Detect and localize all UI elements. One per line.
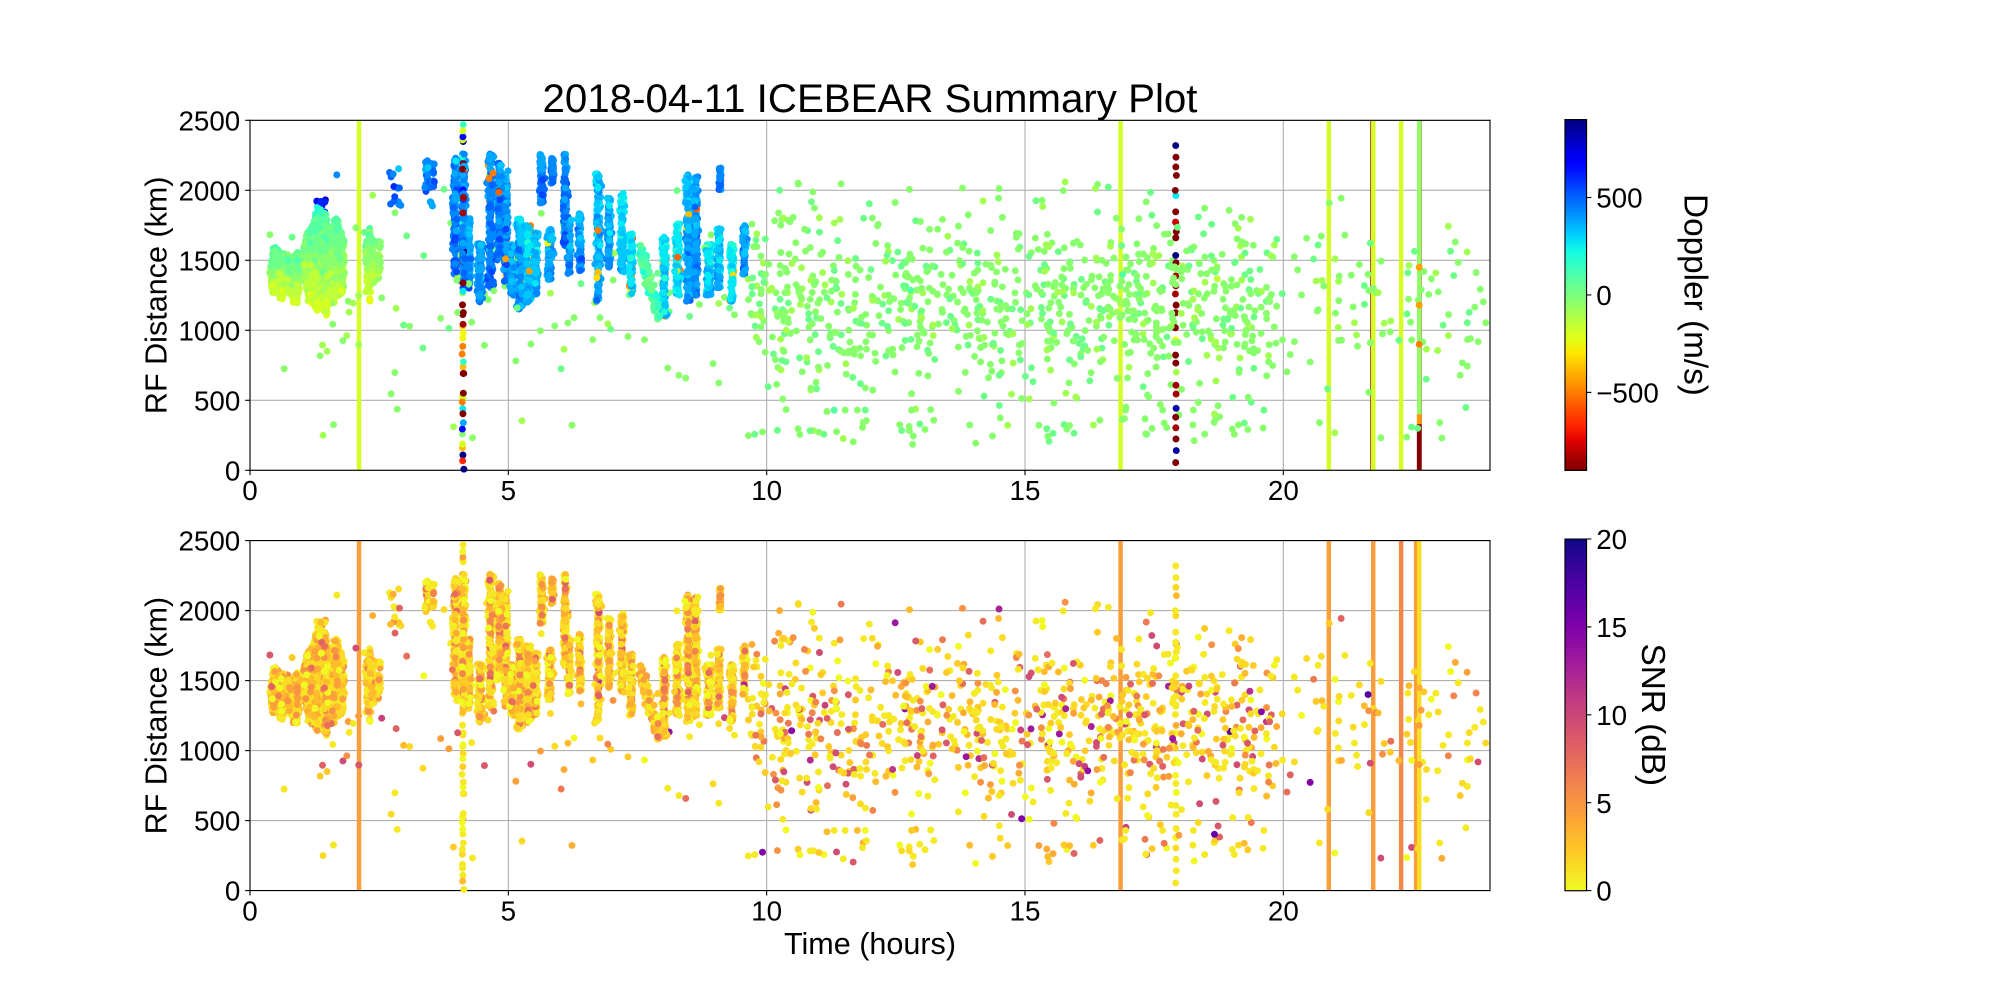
svg-text:0: 0 [225,876,240,907]
svg-text:1500: 1500 [178,245,240,276]
svg-text:1000: 1000 [178,315,240,346]
svg-text:0: 0 [1596,876,1611,907]
svg-text:2018-04-11 ICEBEAR Summary Plo: 2018-04-11 ICEBEAR Summary Plot [543,76,1198,121]
svg-text:5: 5 [501,895,516,926]
svg-text:1500: 1500 [178,666,240,697]
svg-text:500: 500 [194,385,240,416]
svg-text:2000: 2000 [178,175,240,206]
svg-text:15: 15 [1010,895,1041,926]
svg-text:20: 20 [1596,524,1627,555]
svg-text:Time (hours): Time (hours) [784,927,956,961]
svg-text:20: 20 [1268,475,1299,506]
svg-text:500: 500 [1596,183,1642,214]
svg-text:0: 0 [242,895,257,926]
svg-text:5: 5 [1596,788,1611,819]
svg-text:Doppler (m/s): Doppler (m/s) [1677,194,1714,396]
svg-text:2000: 2000 [178,596,240,627]
svg-text:10: 10 [751,895,782,926]
svg-text:1000: 1000 [178,736,240,767]
svg-text:2500: 2500 [178,526,240,557]
svg-text:SNR (dB): SNR (dB) [1634,644,1671,787]
svg-text:2500: 2500 [178,105,240,136]
svg-text:20: 20 [1268,895,1299,926]
svg-text:10: 10 [751,475,782,506]
svg-text:0: 0 [225,455,240,486]
svg-text:RF Distance (km): RF Distance (km) [140,176,174,414]
svg-text:15: 15 [1596,612,1627,643]
svg-text:0: 0 [242,475,257,506]
svg-text:10: 10 [1596,700,1627,731]
svg-text:RF Distance (km): RF Distance (km) [140,597,174,835]
svg-text:5: 5 [501,475,516,506]
svg-text:0: 0 [1596,280,1611,311]
svg-text:−500: −500 [1596,377,1659,408]
svg-text:15: 15 [1010,475,1041,506]
svg-text:500: 500 [194,806,240,837]
